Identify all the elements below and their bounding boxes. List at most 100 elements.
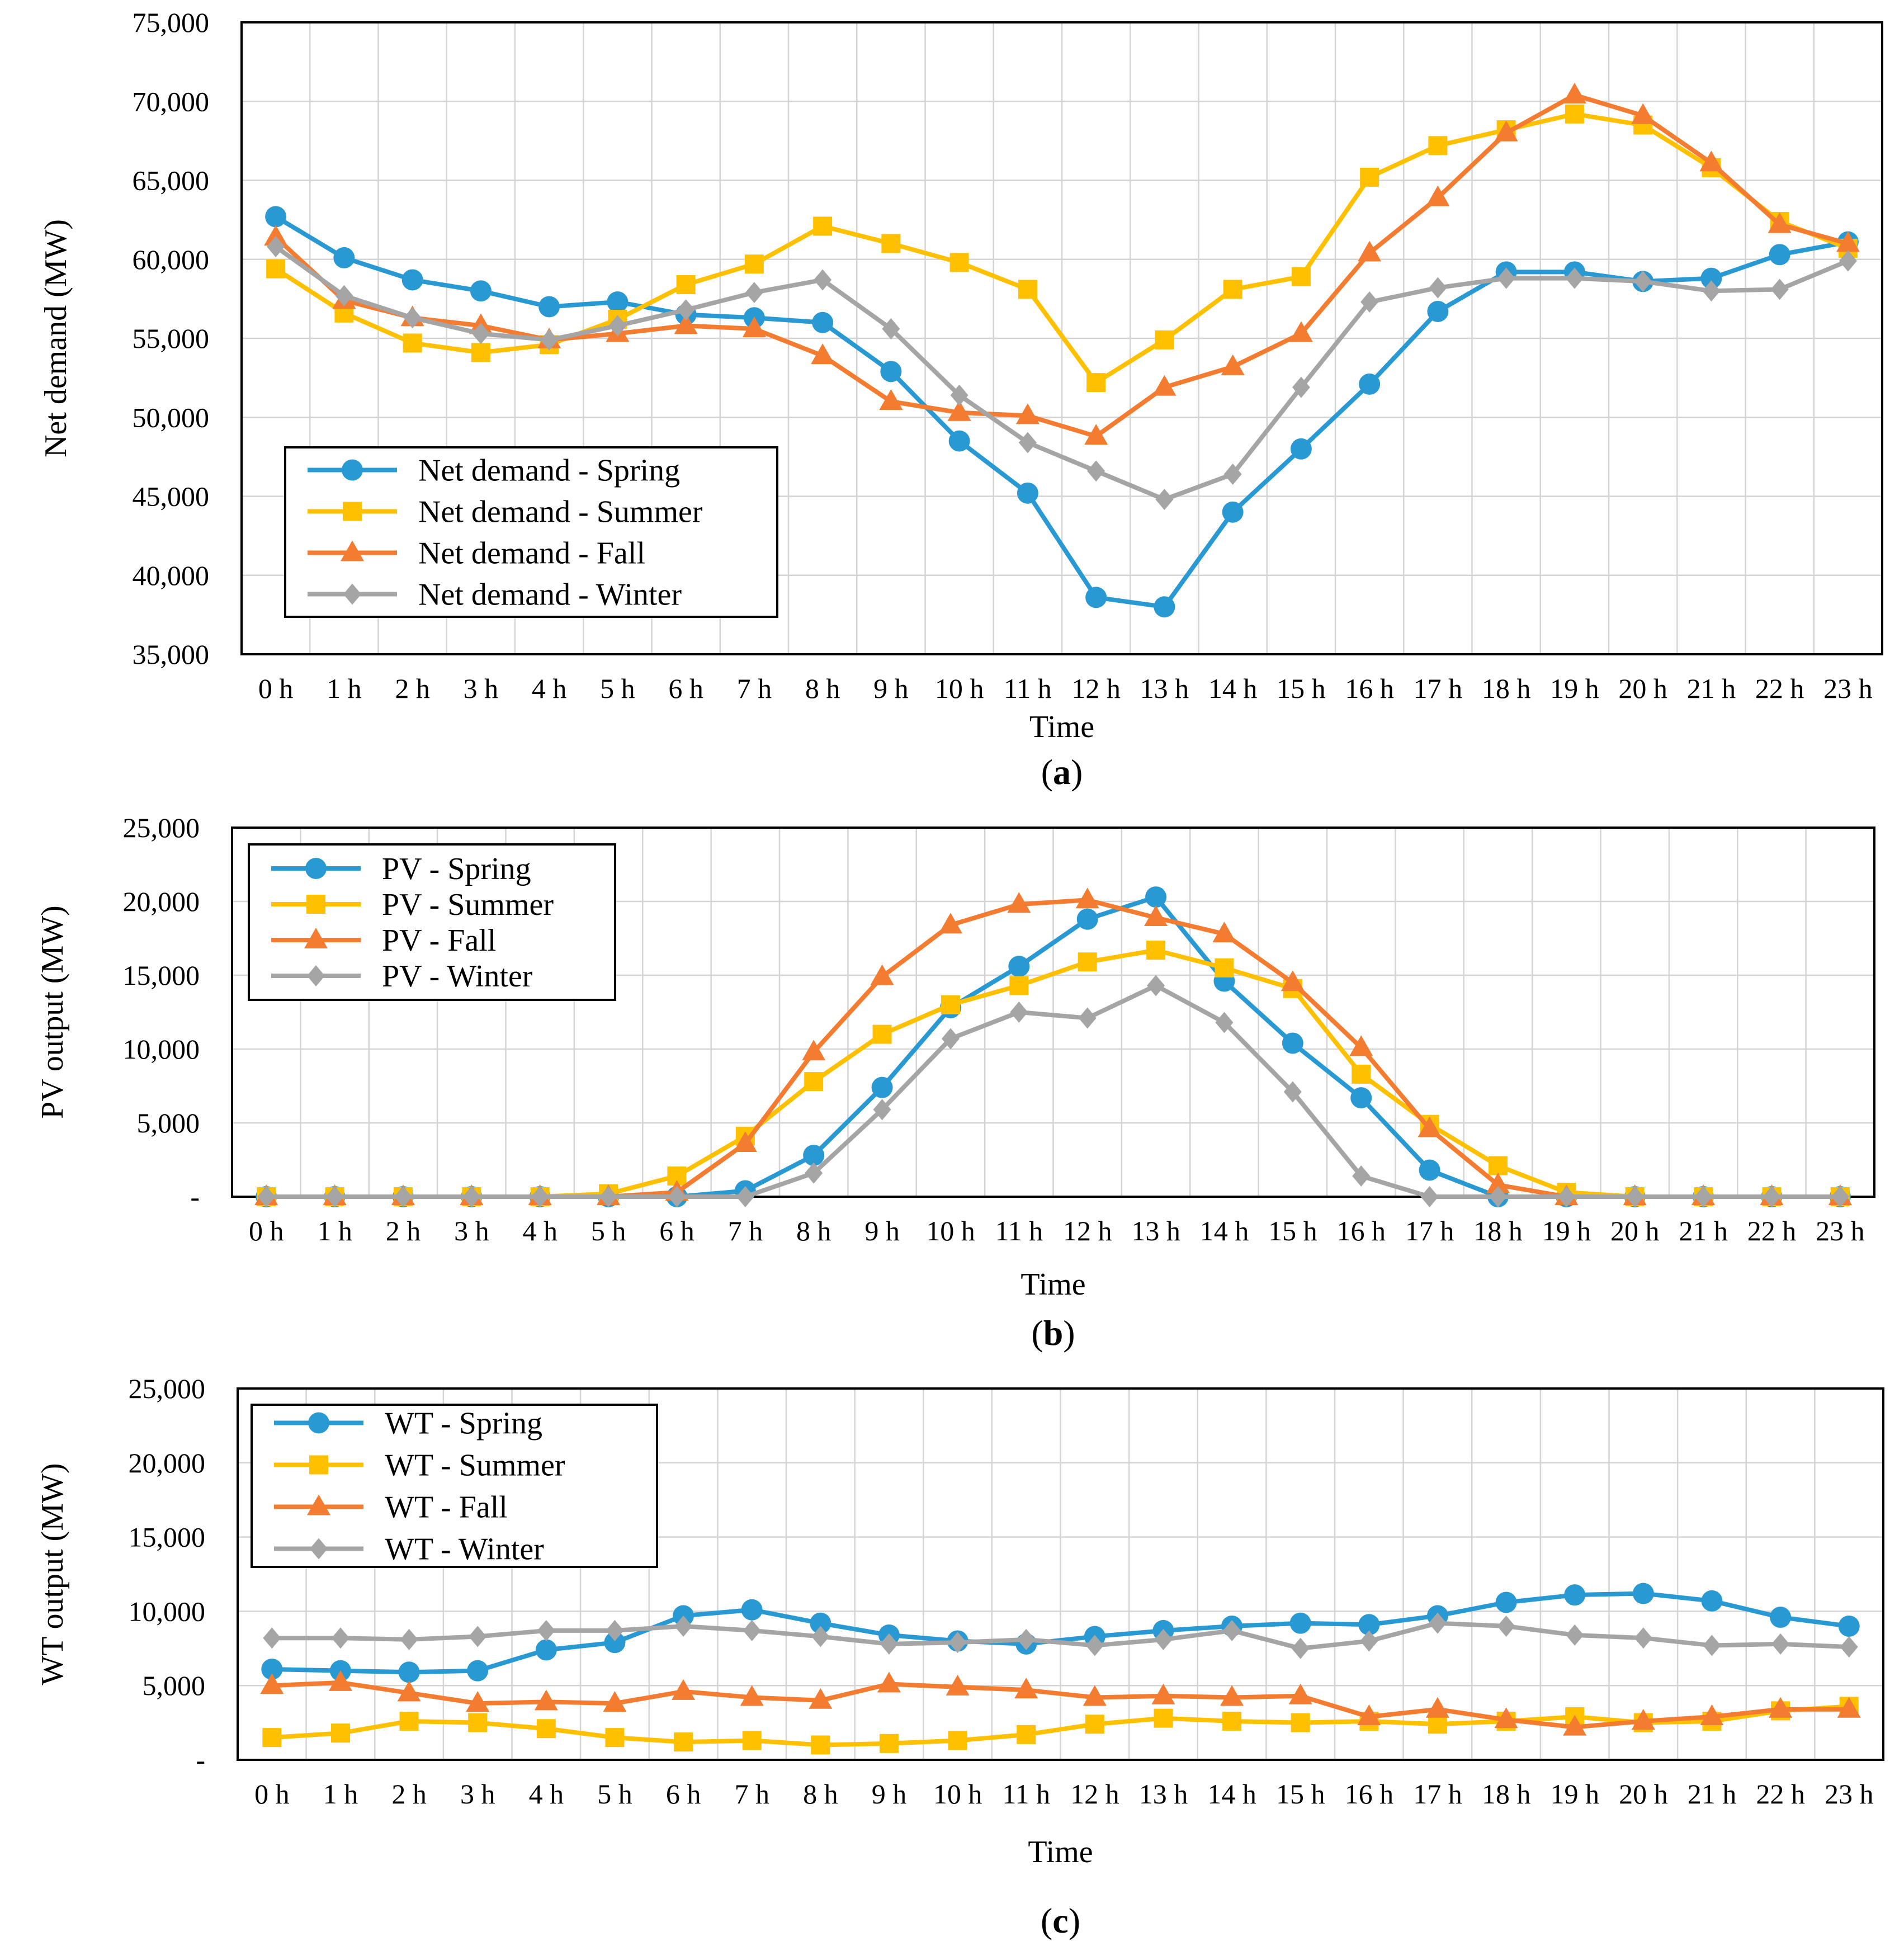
plot-area-frame	[237, 1387, 1884, 1761]
data-point-fall	[1700, 1704, 1724, 1725]
data-point-fall	[1699, 150, 1723, 172]
data-point-fall	[466, 1691, 490, 1712]
x-tick-label: 10 h	[926, 1215, 975, 1246]
data-point-summer	[948, 1731, 967, 1750]
data-point-summer	[674, 1732, 693, 1752]
legend: Net demand - Spring Net demand - Summer Ne…	[284, 446, 778, 618]
chart-pv-output: - 5,000 10,000 15,000 20,000 25,000 0 h 1 h 2 h 3…	[35, 812, 1875, 1353]
panel-caption: (b)	[1031, 1313, 1075, 1353]
data-point-winter	[1566, 1624, 1584, 1646]
legend-label: Net demand - Fall	[418, 536, 645, 571]
x-tick-label: 23 h	[1825, 1778, 1874, 1810]
x-tick-label: 16 h	[1336, 1215, 1386, 1246]
data-point-winter	[537, 1619, 555, 1641]
x-tick-label: 15 h	[1277, 673, 1326, 704]
y-tick-label: -	[196, 1744, 205, 1775]
series-line-fall	[270, 1680, 1851, 1730]
data-point-fall	[1014, 1678, 1038, 1699]
data-point-summer	[605, 1728, 625, 1748]
data-point-summer	[1352, 1064, 1371, 1084]
x-tick-label: 21 h	[1679, 1215, 1728, 1246]
data-point-spring	[810, 1612, 831, 1634]
data-point-fall	[1288, 1683, 1312, 1704]
data-point-winter	[873, 1099, 891, 1121]
data-point-spring	[1289, 1612, 1311, 1634]
data-point-spring	[1008, 956, 1030, 977]
y-axis-ticks: - 5,000 10,000 15,000 20,000 25,000	[123, 812, 200, 1212]
legend-label: Net demand - Summer	[418, 495, 703, 530]
data-point-winter	[1017, 1628, 1036, 1650]
legend-label: WT - Spring	[385, 1406, 542, 1441]
data-point-winter	[1565, 267, 1584, 289]
data-point-summer	[879, 1734, 899, 1753]
data-point-winter	[1763, 1186, 1781, 1207]
y-tick-label: 5,000	[143, 1670, 206, 1701]
legend-marker-sample	[307, 1494, 330, 1515]
x-tick-label: 12 h	[1071, 673, 1121, 704]
data-point-winter	[1703, 1635, 1721, 1656]
data-point-winter	[677, 299, 695, 321]
x-tick-label: 7 h	[737, 673, 772, 704]
y-tick-label: 10,000	[129, 1595, 206, 1627]
data-point-fall	[1631, 103, 1655, 124]
data-point-winter	[471, 323, 490, 344]
x-axis-title: Time	[1020, 1267, 1085, 1302]
caption-open-paren: (	[1041, 1901, 1052, 1940]
y-axis-title: PV output (MW)	[35, 905, 70, 1119]
data-point-spring	[812, 311, 834, 333]
caption-letter: c	[1052, 1901, 1068, 1940]
data-point-winter	[1428, 1612, 1447, 1634]
data-point-winter	[400, 1628, 418, 1650]
data-point-winter	[1831, 1186, 1849, 1207]
data-point-winter	[335, 285, 353, 306]
data-point-fall	[603, 1691, 627, 1712]
data-point-summer	[742, 1731, 762, 1750]
data-point-fall	[1220, 1685, 1244, 1706]
caption-open-paren: (	[1041, 752, 1053, 791]
x-tick-label: 15 h	[1268, 1215, 1317, 1246]
legend-box	[284, 446, 778, 618]
data-point-spring	[1085, 587, 1107, 608]
data-point-summer	[676, 275, 696, 294]
legend-item-winter: PV - Winter	[271, 959, 533, 994]
data-point-summer	[1488, 1156, 1508, 1175]
y-tick-label: 70,000	[133, 86, 210, 117]
x-tick-label: 3 h	[460, 1778, 495, 1810]
y-tick-label: 75,000	[133, 7, 210, 38]
data-point-spring	[1290, 438, 1312, 460]
x-tick-label: 8 h	[805, 673, 840, 704]
data-point-winter	[1694, 1186, 1713, 1207]
legend-label: WT - Summer	[385, 1448, 565, 1483]
data-point-fall	[877, 1671, 901, 1693]
data-point-winter	[1557, 1186, 1576, 1207]
data-point-fall	[1151, 1683, 1175, 1704]
data-point-spring	[1350, 1087, 1372, 1109]
data-point-spring	[1427, 300, 1449, 322]
data-point-spring	[1145, 886, 1167, 908]
data-point-winter	[1292, 376, 1310, 398]
y-tick-label: 15,000	[129, 1522, 206, 1553]
data-point-summer	[744, 254, 764, 274]
data-point-fall	[672, 1679, 696, 1700]
data-point-spring	[871, 1076, 893, 1098]
data-point-summer	[813, 216, 833, 236]
x-tick-label: 22 h	[1755, 673, 1804, 704]
data-point-spring	[880, 361, 902, 382]
y-tick-label: -	[190, 1181, 200, 1212]
data-point-spring	[604, 1632, 626, 1654]
data-point-summer	[804, 1072, 824, 1092]
legend-label: WT - Fall	[385, 1490, 508, 1525]
legend-item-fall: PV - Fall	[271, 923, 496, 958]
x-tick-label: 17 h	[1413, 1778, 1462, 1810]
data-point-winter	[1770, 278, 1789, 300]
data-point-spring	[1701, 1590, 1723, 1612]
y-tick-label: 15,000	[123, 960, 200, 991]
x-tick-label: 18 h	[1482, 1778, 1531, 1810]
chart-wt-output: - 5,000 10,000 15,000 20,000 25,000 0 h 1 h 2 h 3…	[35, 1373, 1884, 1940]
data-point-summer	[1009, 976, 1029, 995]
x-tick-label: 12 h	[1063, 1215, 1112, 1246]
x-tick-label: 2 h	[391, 1778, 427, 1810]
data-point-fall	[1358, 240, 1382, 262]
data-point-spring	[333, 247, 355, 268]
data-point-spring	[1282, 1032, 1303, 1054]
